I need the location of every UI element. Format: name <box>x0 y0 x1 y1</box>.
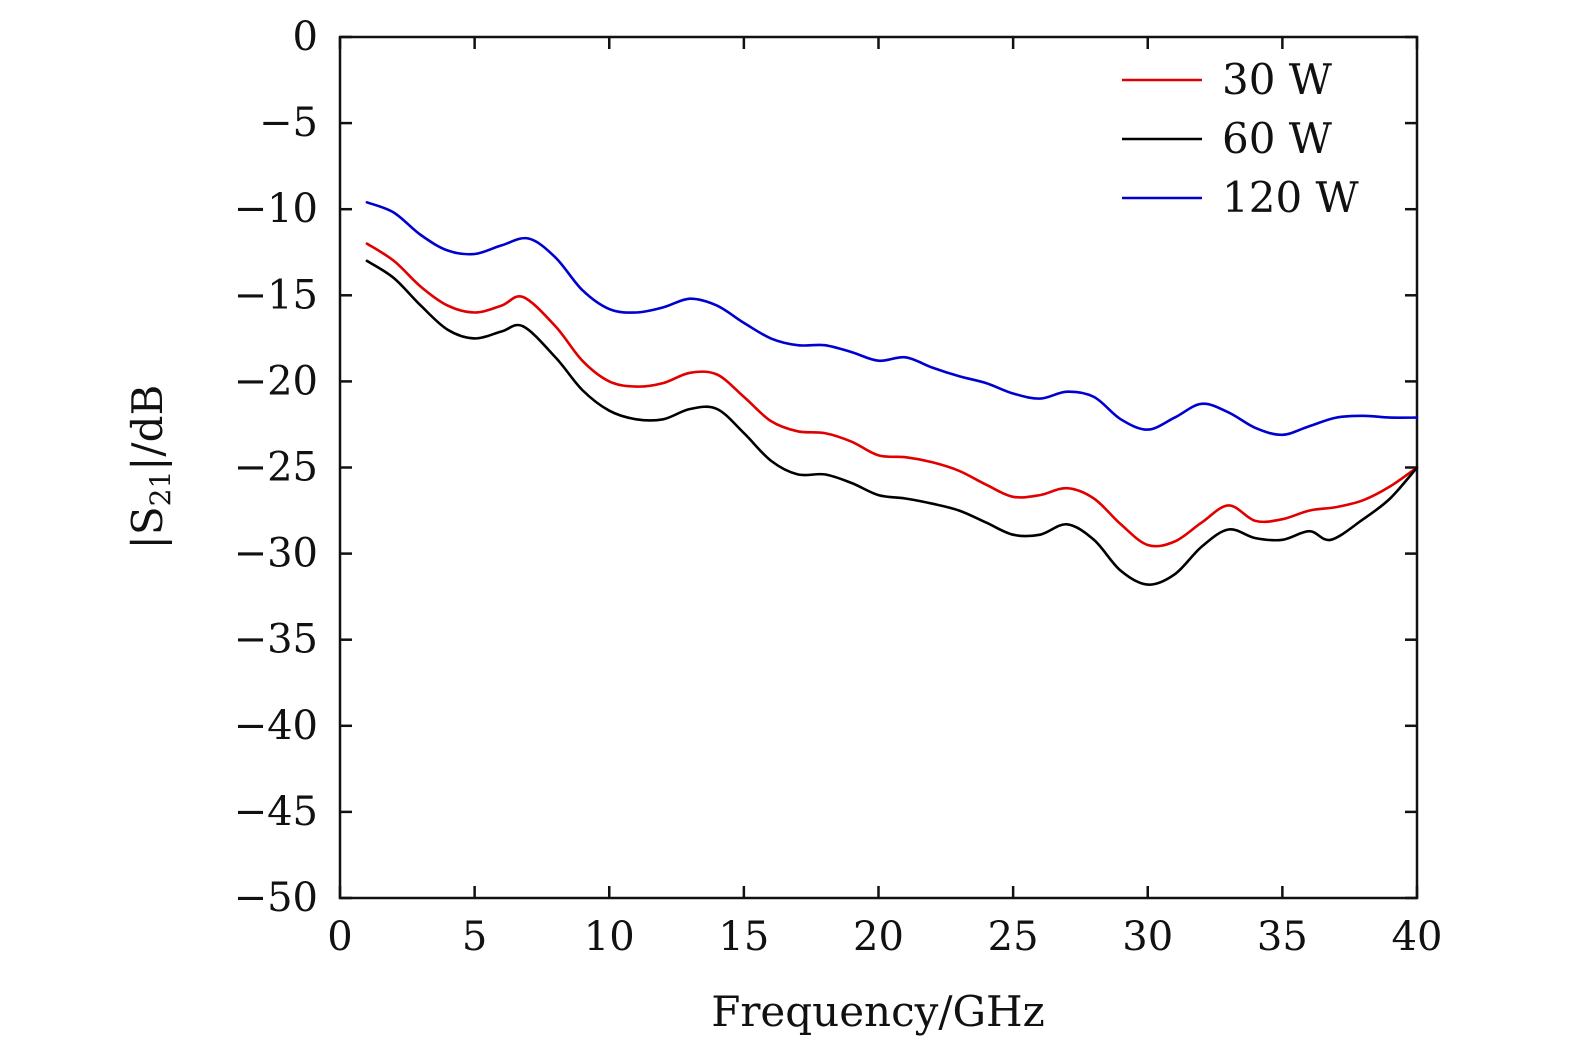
legend-label: 60 W <box>1222 114 1333 163</box>
legend-label: 120 W <box>1222 173 1360 222</box>
x-tick-label: 25 <box>988 914 1039 960</box>
x-tick-label: 10 <box>584 914 635 960</box>
x-axis-label: Frequency/GHz <box>711 987 1045 1036</box>
y-tick-label: −20 <box>234 358 318 404</box>
series-lines <box>365 201 1419 586</box>
x-tick-label: 30 <box>1122 914 1173 960</box>
series-line <box>365 242 1419 548</box>
x-tick-label: 5 <box>462 914 487 960</box>
y-tick-label: 0 <box>293 14 318 60</box>
x-tick-label: 40 <box>1392 914 1443 960</box>
plot-frame <box>338 35 1419 900</box>
x-tick-label: 15 <box>718 914 769 960</box>
y-tick-label: −40 <box>234 703 318 749</box>
y-tick-label: −25 <box>234 445 318 491</box>
y-tick-label: −15 <box>234 272 318 318</box>
axis-ticks: 0 5 10 15 20 25 30 35 40 0 −5 −10 −15 −20 −25 −30 −35 −40… <box>234 14 1443 960</box>
series-line <box>365 201 1419 437</box>
y-tick-label: −5 <box>259 100 318 146</box>
y-tick-label: −30 <box>234 531 318 577</box>
y-axis-label: |S21|/dB <box>123 385 177 550</box>
x-tick-label: 35 <box>1257 914 1308 960</box>
x-tick-label: 0 <box>327 914 352 960</box>
x-tick-label: 20 <box>853 914 904 960</box>
y-tick-label: −10 <box>234 186 318 232</box>
legend: 30 W 60 W 120 W <box>1122 55 1360 222</box>
legend-label: 30 W <box>1222 55 1333 104</box>
y-tick-label: −35 <box>234 617 318 663</box>
y-tick-label: −50 <box>234 875 318 921</box>
y-tick-label: −45 <box>234 789 318 835</box>
series-line <box>365 259 1419 586</box>
